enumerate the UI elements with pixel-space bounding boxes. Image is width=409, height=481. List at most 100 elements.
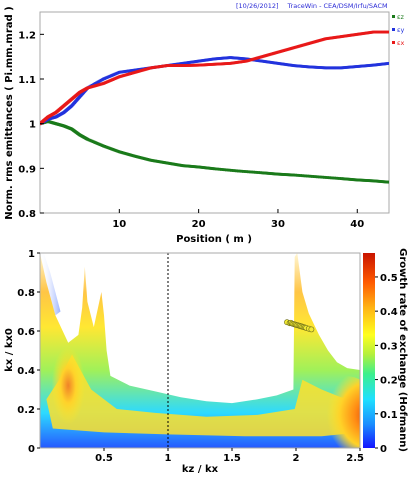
- series-point: [216, 167, 220, 171]
- series-point: [336, 176, 340, 180]
- series-point: [253, 170, 257, 174]
- x-tick-label: 2.5: [346, 453, 364, 464]
- x-tick-label: 1.5: [223, 453, 241, 464]
- y-tick-label: 1: [28, 249, 35, 260]
- series-point: [257, 171, 261, 174]
- series-3: [40, 30, 389, 126]
- legend-entry: εz: [397, 13, 405, 21]
- colorbar-tick-label: 0.1: [380, 410, 398, 421]
- series-point: [387, 30, 389, 34]
- series-point: [255, 171, 259, 174]
- series-point: [297, 174, 301, 177]
- series-point: [230, 168, 233, 172]
- series-point: [250, 170, 254, 174]
- emittance-series: [40, 30, 389, 184]
- series-point: [319, 175, 323, 179]
- x-tick-label: 0.5: [95, 453, 113, 464]
- series-point: [326, 176, 330, 179]
- series-point: [258, 171, 262, 175]
- heatmap-chart: 0.5 1 1.5 2 2.5 0 0.2 0.4 0.6 0.8 1 kz / kx kx / …: [4, 248, 408, 475]
- series-point: [228, 168, 232, 172]
- series-point: [213, 167, 216, 171]
- legend-entry: εy: [397, 26, 405, 34]
- heatmap-floor: [46, 354, 360, 437]
- series-point: [233, 169, 237, 173]
- series-point: [241, 170, 245, 173]
- y-tick-label: 0.6: [17, 327, 35, 338]
- legend-marker: [392, 15, 395, 18]
- series-point: [311, 175, 314, 178]
- header: [10/26/2012] TraceWin - CEA/DSM/Irfu/SACM: [236, 2, 397, 10]
- y-tick-label: 0.8: [18, 209, 36, 220]
- y-ticks: 0.8 0.9 1 1.1 1.2: [18, 30, 44, 220]
- series-point: [245, 170, 249, 174]
- series-point: [334, 176, 338, 180]
- series-point: [225, 168, 228, 172]
- series-point: [302, 174, 306, 178]
- series-point: [333, 176, 337, 180]
- marker-point: [308, 326, 315, 333]
- x-tick-label: 2: [293, 453, 300, 464]
- series-point: [300, 174, 304, 178]
- legend-entry: εx: [397, 39, 405, 47]
- heatmap-edge: [40, 253, 61, 316]
- y-tick-label: 0.2: [17, 405, 35, 416]
- series-point: [306, 174, 309, 178]
- x-tick-label: 30: [271, 219, 285, 230]
- series-point: [316, 175, 320, 179]
- colorbar-tick-label: 0.5: [380, 273, 398, 284]
- y-tick-label: 1: [29, 120, 36, 131]
- colorbar-tick-label: 0.2: [380, 376, 398, 387]
- x-tick-label: 10: [112, 219, 126, 230]
- series-point: [235, 169, 238, 173]
- series-point: [307, 174, 311, 178]
- series-point: [236, 169, 240, 173]
- y-axis-label: Norm. rms emittances ( Pi.mm.mrad ): [4, 6, 15, 219]
- colorbar-tick-label: 0.4: [380, 307, 398, 318]
- x-ticks: 0.5 1 1.5 2 2.5: [95, 448, 364, 464]
- series-point: [323, 175, 326, 179]
- heatmap-hotspot-left: [51, 346, 85, 425]
- colorbar: [363, 253, 375, 448]
- marker-cluster: [284, 319, 315, 333]
- plot-frame: [39, 11, 390, 214]
- colorbar-ticks: 0 0.1 0.2 0.3 0.4 0.5: [375, 273, 398, 455]
- heatmap-hotspot-right: [308, 375, 360, 448]
- series-point: [329, 176, 333, 180]
- series-point: [219, 168, 223, 171]
- series-point: [309, 174, 313, 178]
- series-point: [328, 176, 331, 180]
- series-point: [214, 167, 218, 171]
- x-tick-label: 20: [192, 219, 206, 230]
- y-axis-label: kx / kx0: [4, 328, 15, 372]
- legend: εz εy εx: [392, 13, 405, 47]
- series-point: [299, 174, 303, 177]
- colorbar-label: Growth rate of exchange (Hofmann): [397, 248, 408, 452]
- series-point: [294, 173, 297, 177]
- series-point: [338, 177, 342, 180]
- y-ticks: 0 0.2 0.4 0.6 0.8 1: [17, 249, 40, 455]
- y-tick-label: 1.1: [18, 75, 36, 86]
- header-date: [10/26/2012]: [236, 2, 279, 10]
- series-point: [252, 170, 255, 174]
- legend-marker: [392, 28, 395, 31]
- series-point: [248, 170, 252, 174]
- series-point: [324, 176, 328, 179]
- series-1: [40, 120, 389, 184]
- series-point: [238, 169, 242, 173]
- series-point: [221, 168, 225, 171]
- series-point: [226, 168, 230, 172]
- series-point: [331, 176, 335, 180]
- y-tick-label: 0.9: [18, 164, 36, 175]
- x-axis-label: kz / kx: [182, 464, 219, 475]
- x-tick-label: 1: [165, 453, 172, 464]
- heatmap-field: [40, 253, 360, 448]
- y-tick-label: 0.4: [17, 366, 35, 377]
- series-point: [304, 174, 308, 178]
- series-point: [321, 175, 325, 179]
- legend-marker: [392, 41, 395, 44]
- series-point: [223, 168, 227, 172]
- series-point: [292, 173, 296, 177]
- series-point: [240, 169, 244, 173]
- x-axis-label: Position ( m ): [176, 234, 252, 245]
